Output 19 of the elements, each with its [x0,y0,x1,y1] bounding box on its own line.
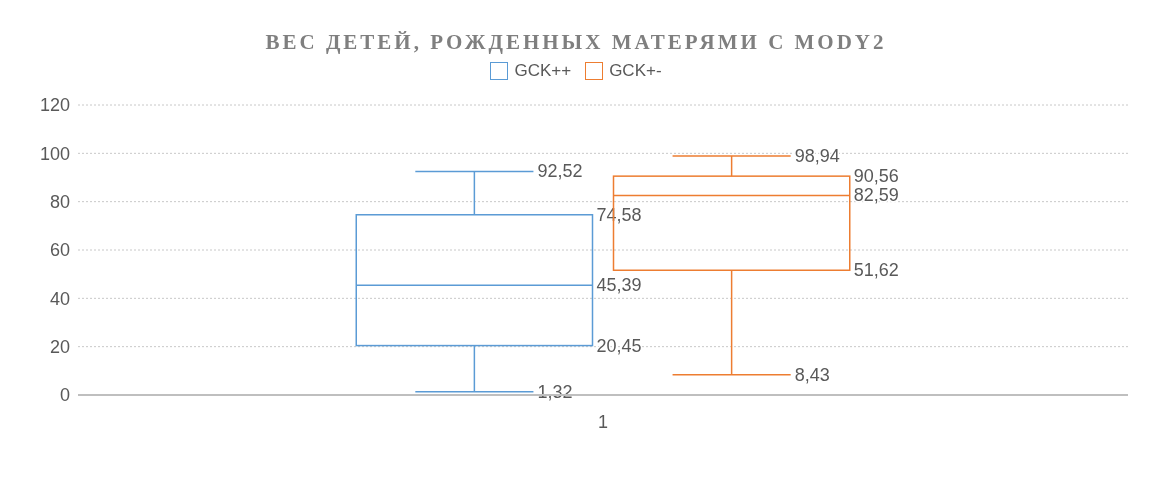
y-tick-label: 80 [49,192,70,213]
legend-label: GCK++ [513,61,572,81]
text: 82,59 [853,185,899,206]
x-tick-label: 1 [597,411,609,432]
text: 92,52 [537,161,583,182]
chart-title: ВЕС ДЕТЕЙ, РОЖДЕННЫХ МАТЕРЯМИ С MODY2 [264,29,888,55]
y-tick-label: 60 [49,240,70,261]
text: 8,43 [794,364,830,385]
legend-label: GCK+- [608,61,662,81]
text: 20,45 [596,335,642,356]
y-tick-label: 40 [49,288,70,309]
y-tick-label: 120 [39,95,70,116]
y-tick-label: 0 [59,385,70,406]
text: 98,94 [794,145,840,166]
y-tick-label: 20 [49,337,70,358]
text: 45,39 [596,275,642,296]
text: 90,56 [853,166,899,187]
y-tick-label: 100 [39,143,70,164]
text: 51,62 [853,260,899,281]
